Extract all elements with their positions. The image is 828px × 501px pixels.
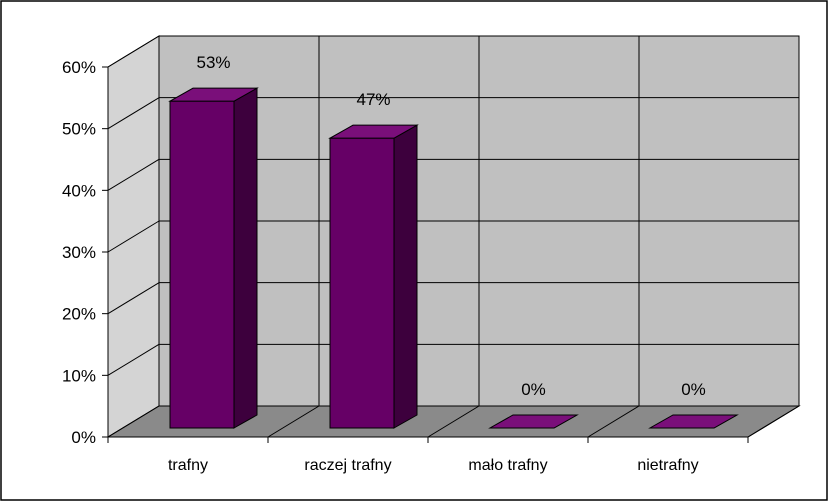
y-tick-label: 0%	[71, 428, 96, 447]
gridline-side	[107, 35, 160, 68]
gridline-side	[107, 158, 160, 191]
floor-divider	[267, 405, 320, 438]
y-tick-label: 20%	[62, 305, 96, 324]
y-tick-label: 40%	[62, 181, 96, 200]
gridline-side	[107, 97, 160, 130]
y-tick-label: 10%	[62, 366, 96, 385]
bar-top	[168, 87, 259, 102]
bar-side	[233, 87, 258, 429]
gridline-side	[107, 282, 160, 315]
category-labels: trafny raczej trafny mało trafny nietrafny	[168, 457, 699, 474]
x-category-label: nietrafny	[637, 457, 698, 474]
floor-divider	[587, 405, 640, 438]
bar-top	[488, 414, 579, 429]
bars	[168, 87, 739, 429]
data-labels: 53% 47% 0% 0%	[196, 53, 705, 399]
floor-divider	[747, 405, 800, 438]
y-tick-label: 50%	[62, 120, 96, 139]
bar-front	[329, 137, 395, 429]
floor-divider	[107, 405, 160, 438]
data-label: 53%	[196, 53, 230, 72]
bar-front	[169, 100, 235, 429]
bar-side	[393, 124, 418, 429]
gridline-side	[107, 343, 160, 376]
data-label: 0%	[521, 380, 546, 399]
data-label: 47%	[356, 90, 390, 109]
y-tick-label: 30%	[62, 243, 96, 262]
x-category-label: raczej trafny	[304, 457, 391, 474]
gridline-side	[107, 220, 160, 253]
bar-top	[648, 414, 739, 429]
x-category-label: trafny	[168, 457, 208, 474]
bar-top	[328, 124, 419, 139]
x-category-label: mało trafny	[468, 457, 547, 474]
y-tick-label: 60%	[62, 58, 96, 77]
y-axis-ticks: 0% 10% 20% 30% 40% 50% 60%	[62, 58, 108, 447]
floor-divider	[427, 405, 480, 438]
data-label: 0%	[681, 380, 706, 399]
gridlines	[107, 35, 800, 443]
